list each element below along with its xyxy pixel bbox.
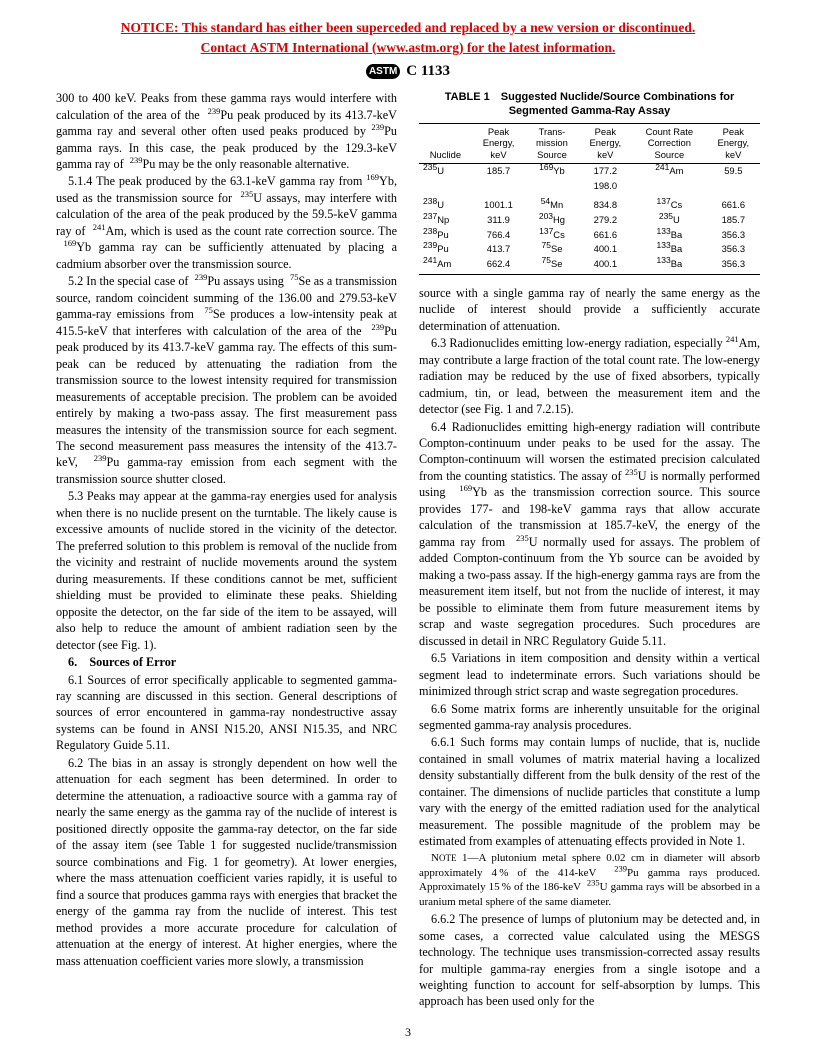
para-6.5: 6.5 Variations in item composition and d…	[419, 650, 760, 699]
th-cr: Count RateCorrectionSource	[632, 123, 707, 163]
note-1: NOTE 1—A plutonium metal sphere 0.02 cm …	[419, 851, 760, 910]
table-1-title: TABLE 1 Suggested Nuclide/Source Combina…	[419, 90, 760, 119]
body-columns: 300 to 400 keV. Peaks from these gamma r…	[56, 90, 760, 1011]
para-6.1: 6.1 Sources of error specifically applic…	[56, 672, 397, 754]
table-row: 237Np311.9203Hg279.2235U185.7	[419, 213, 760, 228]
page-number: 3	[0, 1025, 816, 1040]
para-5.3: 5.3 Peaks may appear at the gamma-ray en…	[56, 488, 397, 653]
notice-banner: NOTICE: This standard has either been su…	[56, 18, 760, 57]
para-6.3: 6.3 Radionuclides emitting low-energy ra…	[419, 335, 760, 417]
table-row: 239Pu413.775Se400.1133Ba356.3	[419, 242, 760, 257]
astm-logo: ASTM	[366, 64, 400, 79]
table-1-data: Nuclide PeakEnergy,keV Trans-missionSour…	[419, 123, 760, 275]
notice-line2: Contact ASTM International (www.astm.org…	[201, 40, 616, 55]
th-peak2: PeakEnergy,keV	[579, 123, 632, 163]
table-row: 198.0	[419, 179, 760, 194]
table-row: 238Pu766.4137Cs661.6133Ba356.3	[419, 228, 760, 243]
table-1: TABLE 1 Suggested Nuclide/Source Combina…	[419, 90, 760, 275]
para-6.2: 6.2 The bias in an assay is strongly dep…	[56, 755, 397, 969]
standard-number: C 1133	[406, 63, 450, 80]
th-trans: Trans-missionSource	[525, 123, 579, 163]
table-row: 235U185.7169Yb177.2241Am59.5	[419, 163, 760, 178]
th-peak1: PeakEnergy,keV	[472, 123, 525, 163]
para-5.2: 5.2 In the special case of 239Pu assays …	[56, 273, 397, 487]
para-intro: 300 to 400 keV. Peaks from these gamma r…	[56, 90, 397, 172]
para-6.2-cont: source with a single gamma ray of nearly…	[419, 285, 760, 334]
table-row: 238U1001.154Mn834.8137Cs661.6	[419, 193, 760, 213]
para-6.4: 6.4 Radionuclides emitting high-energy r…	[419, 419, 760, 650]
section-6-heading: 6. Sources of Error	[56, 654, 397, 670]
standard-header: ASTM C 1133	[56, 63, 760, 80]
para-6.6: 6.6 Some matrix forms are inherently uns…	[419, 701, 760, 734]
table-row: 241Am662.475Se400.1133Ba356.3	[419, 257, 760, 274]
th-peak3: PeakEnergy,keV	[707, 123, 760, 163]
para-6.6.1: 6.6.1 Such forms may contain lumps of nu…	[419, 734, 760, 849]
para-6.6.2: 6.6.2 The presence of lumps of plutonium…	[419, 911, 760, 1010]
para-5.1.4: 5.1.4 The peak produced by the 63.1-keV …	[56, 173, 397, 272]
th-nuclide: Nuclide	[419, 123, 472, 163]
notice-line1: NOTICE: This standard has either been su…	[121, 20, 695, 35]
